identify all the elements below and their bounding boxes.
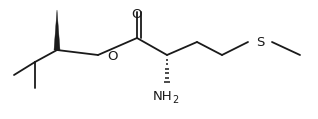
Text: O: O <box>132 8 142 21</box>
Polygon shape <box>54 10 60 50</box>
Text: 2: 2 <box>172 95 178 105</box>
Text: O: O <box>108 50 118 64</box>
Text: S: S <box>256 35 264 49</box>
Text: NH: NH <box>153 91 173 104</box>
